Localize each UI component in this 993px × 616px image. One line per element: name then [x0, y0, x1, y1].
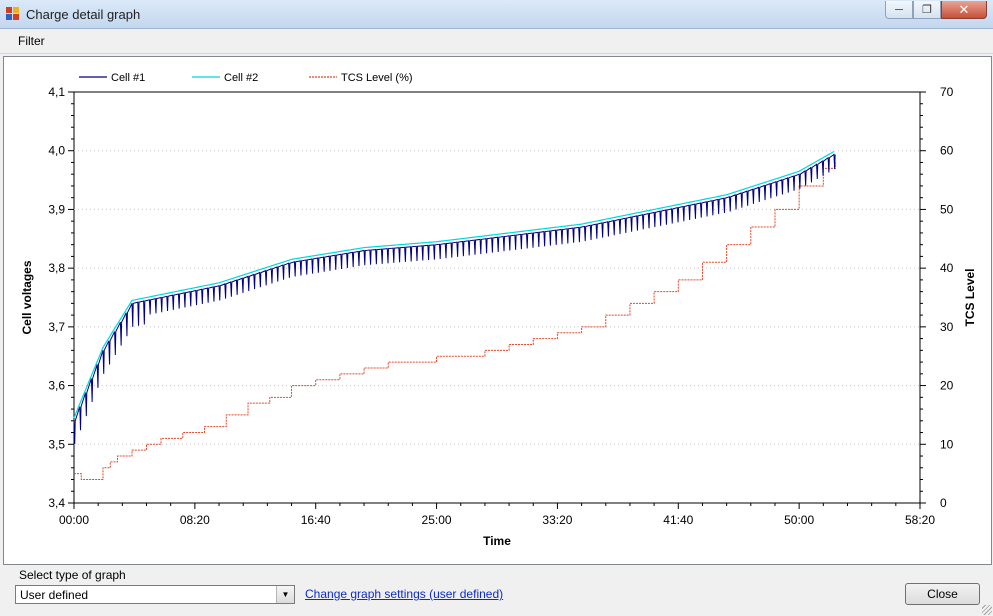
- graph-type-value: User defined: [20, 588, 89, 602]
- y2-tick-label: 0: [940, 496, 947, 510]
- minimize-icon: ─: [895, 3, 903, 16]
- y2-tick-label: 20: [940, 379, 954, 393]
- y2-axis-title: TCS Level: [963, 268, 977, 326]
- series-cell-2: [73, 151, 835, 419]
- y-tick-label: 3,5: [48, 437, 65, 451]
- graph-type-label: Select type of graph: [19, 568, 126, 582]
- x-tick-label: 50:00: [784, 513, 814, 527]
- window-title: Charge detail graph: [26, 7, 141, 22]
- legend-label-1: Cell #1: [111, 72, 145, 84]
- y2-tick-label: 60: [940, 144, 954, 158]
- resize-grip[interactable]: [982, 605, 992, 615]
- x-axis-title: Time: [483, 534, 511, 548]
- close-window-button[interactable]: ✕: [941, 1, 987, 19]
- x-tick-label: 25:00: [422, 513, 452, 527]
- x-tick-label: 16:40: [301, 513, 331, 527]
- close-button[interactable]: Close: [905, 583, 980, 605]
- maximize-button[interactable]: ❐: [913, 1, 941, 19]
- y2-tick-label: 10: [940, 437, 954, 451]
- series-tcs-level: [74, 162, 836, 481]
- legend-label-3: TCS Level (%): [341, 72, 413, 84]
- charge-chart: 3,4 3,5 3,6 3,7 3,8 3,9 4,0 4,1 0 10 20 30 40 50 60 70 0…: [20, 72, 977, 548]
- y-tick-label: 3,7: [48, 320, 65, 334]
- chevron-down-icon[interactable]: ▼: [276, 586, 294, 603]
- x-tick-label: 58:20: [905, 513, 935, 527]
- minimize-button[interactable]: ─: [885, 1, 913, 19]
- legend-label-2: Cell #2: [224, 72, 258, 84]
- y2-tick-label: 50: [940, 202, 954, 216]
- graph-type-select[interactable]: User defined ▼: [15, 585, 295, 604]
- series-cell-1: [73, 153, 836, 445]
- y-tick-label: 3,9: [48, 202, 65, 216]
- title-bar: Charge detail graph ─ ❐ ✕: [0, 0, 993, 29]
- change-graph-settings-link[interactable]: Change graph settings (user defined): [305, 587, 504, 601]
- chart-panel: 3,4 3,5 3,6 3,7 3,8 3,9 4,0 4,1 0 10 20 30 40 50 60 70 0…: [3, 56, 992, 565]
- restore-icon: ❐: [922, 4, 932, 16]
- y-axis-title: Cell voltages: [20, 260, 34, 334]
- x-tick-label: 33:20: [542, 513, 572, 527]
- y-tick-label: 3,8: [48, 261, 65, 275]
- y2-tick-label: 40: [940, 261, 954, 275]
- y-tick-label: 3,6: [48, 379, 65, 393]
- x-tick-label: 00:00: [59, 513, 89, 527]
- menu-bar: Filter: [0, 29, 993, 54]
- app-icon: [6, 7, 20, 21]
- y-tick-label: 4,1: [48, 85, 65, 99]
- x-tick-label: 41:40: [663, 513, 693, 527]
- y2-tick-label: 30: [940, 320, 954, 334]
- y-tick-label: 3,4: [48, 496, 65, 510]
- menu-filter[interactable]: Filter: [18, 34, 45, 48]
- close-icon: ✕: [958, 1, 970, 17]
- window-controls: ─ ❐ ✕: [885, 1, 987, 19]
- y-tick-label: 4,0: [48, 144, 65, 158]
- x-tick-label: 08:20: [180, 513, 210, 527]
- y2-tick-label: 70: [940, 85, 954, 99]
- plot-frame: [73, 91, 921, 504]
